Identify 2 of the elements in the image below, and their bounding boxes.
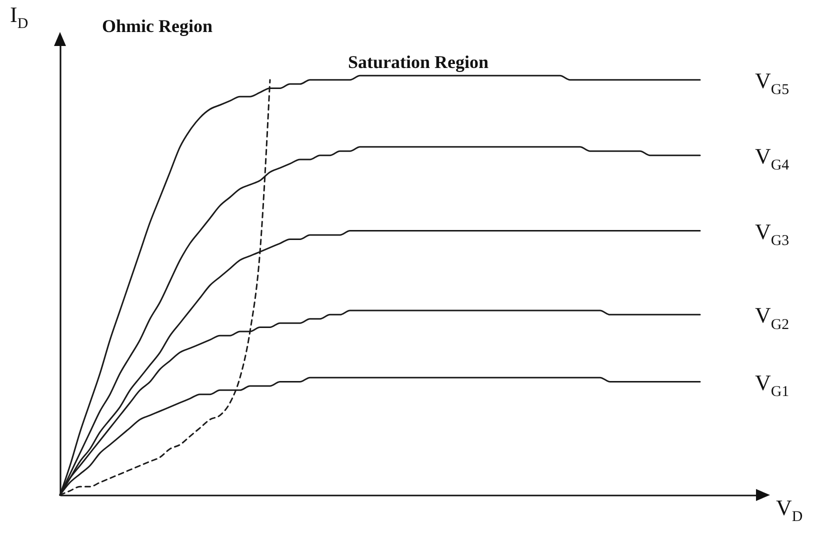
text: Ohmic Region xyxy=(102,16,212,36)
text: Saturation Region xyxy=(348,52,489,72)
